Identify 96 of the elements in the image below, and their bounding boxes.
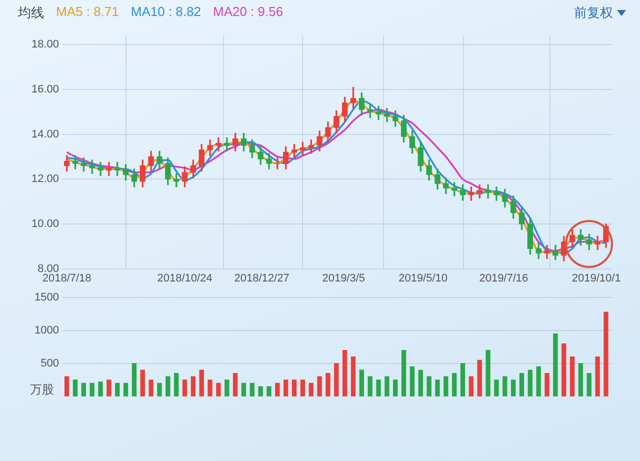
y-tick-label: 10.00 [31, 218, 59, 230]
text: MA20 : 9.56 [212, 4, 284, 21]
bar [536, 366, 541, 396]
y-tick-label: 14.00 [31, 128, 59, 140]
bar [426, 376, 432, 396]
bar [90, 382, 94, 396]
x-tick-label: 2018/7/18 [42, 272, 92, 284]
bar [106, 380, 112, 396]
bar [468, 376, 474, 396]
legend-title: 均线 [18, 4, 44, 22]
bar [72, 380, 78, 396]
bar [182, 380, 188, 396]
y-tick-label: 1500 [34, 292, 59, 304]
candlestick [216, 137, 222, 152]
bar [275, 382, 280, 396]
y-tick-label: 18.00 [31, 38, 59, 51]
x-tick-label: 2019/10/1 [572, 272, 621, 284]
bar [284, 380, 288, 396]
y-tick-label: 500 [40, 358, 59, 370]
bar [460, 363, 466, 396]
bar [562, 343, 566, 396]
bar [570, 356, 575, 396]
bar [132, 363, 137, 396]
bar [368, 376, 372, 396]
bar [342, 350, 348, 396]
bar [494, 380, 499, 396]
bar [208, 380, 212, 396]
bar [384, 376, 390, 396]
bar [418, 370, 423, 396]
bar [266, 386, 272, 396]
bar [216, 382, 221, 396]
bar [544, 373, 550, 396]
candlestick [106, 162, 112, 176]
bar [510, 380, 516, 396]
bar [64, 376, 70, 396]
candlestick [384, 108, 390, 122]
bar [586, 373, 592, 396]
bar [258, 386, 263, 396]
x-tick-label: 2019/5/10 [398, 272, 448, 284]
candlestick [485, 184, 491, 198]
x-tick-label: 2019/3/5 [322, 272, 366, 284]
bar [174, 373, 179, 396]
bar [528, 370, 532, 396]
candlestick [98, 162, 104, 176]
bar [486, 350, 490, 396]
text: MA10 : 8.82 [130, 4, 201, 21]
bar [595, 356, 600, 396]
bar [452, 373, 457, 396]
bar [502, 376, 508, 396]
candlestick [494, 186, 500, 201]
bar [604, 312, 608, 396]
bar [190, 376, 196, 396]
bar [115, 382, 120, 396]
bar [376, 380, 381, 396]
bar [241, 382, 246, 396]
bar [292, 380, 297, 396]
bar [166, 376, 170, 396]
bar [308, 382, 314, 396]
candlestick [594, 236, 600, 250]
bar [435, 380, 440, 396]
bar [317, 376, 322, 396]
text: MA5 : 8.71 [56, 4, 119, 21]
y-tick-label: 8.00 [38, 262, 59, 275]
bar [334, 363, 339, 396]
bar [250, 382, 254, 396]
bar [300, 380, 306, 396]
candlestick [544, 244, 550, 260]
y-tick-label: 12.00 [31, 173, 59, 186]
candlestick [376, 106, 382, 120]
bar [123, 382, 128, 396]
bar [232, 373, 238, 396]
bar [224, 380, 230, 396]
bar [410, 366, 415, 396]
y-axis-title: 万股 [30, 382, 54, 397]
bar [350, 356, 356, 396]
bar [393, 380, 398, 396]
x-tick-label: 2019/7/16 [479, 272, 528, 284]
bar [81, 382, 86, 396]
bar [477, 360, 482, 396]
bar [401, 350, 406, 396]
bar [519, 373, 524, 396]
bar [148, 380, 154, 396]
bar [157, 382, 162, 396]
y-tick-label: 1000 [34, 324, 59, 337]
y-tick-label: 16.00 [31, 83, 59, 96]
bar [98, 382, 103, 396]
bar [359, 370, 364, 396]
x-tick-label: 2018/12/27 [234, 272, 290, 284]
bar [199, 370, 204, 396]
x-tick-label: 2018/10/24 [157, 272, 212, 284]
text: 前复权 [574, 4, 613, 22]
bar [326, 373, 330, 396]
bar [444, 376, 448, 396]
bar [578, 363, 584, 396]
bar [553, 333, 558, 396]
bar [140, 370, 145, 396]
